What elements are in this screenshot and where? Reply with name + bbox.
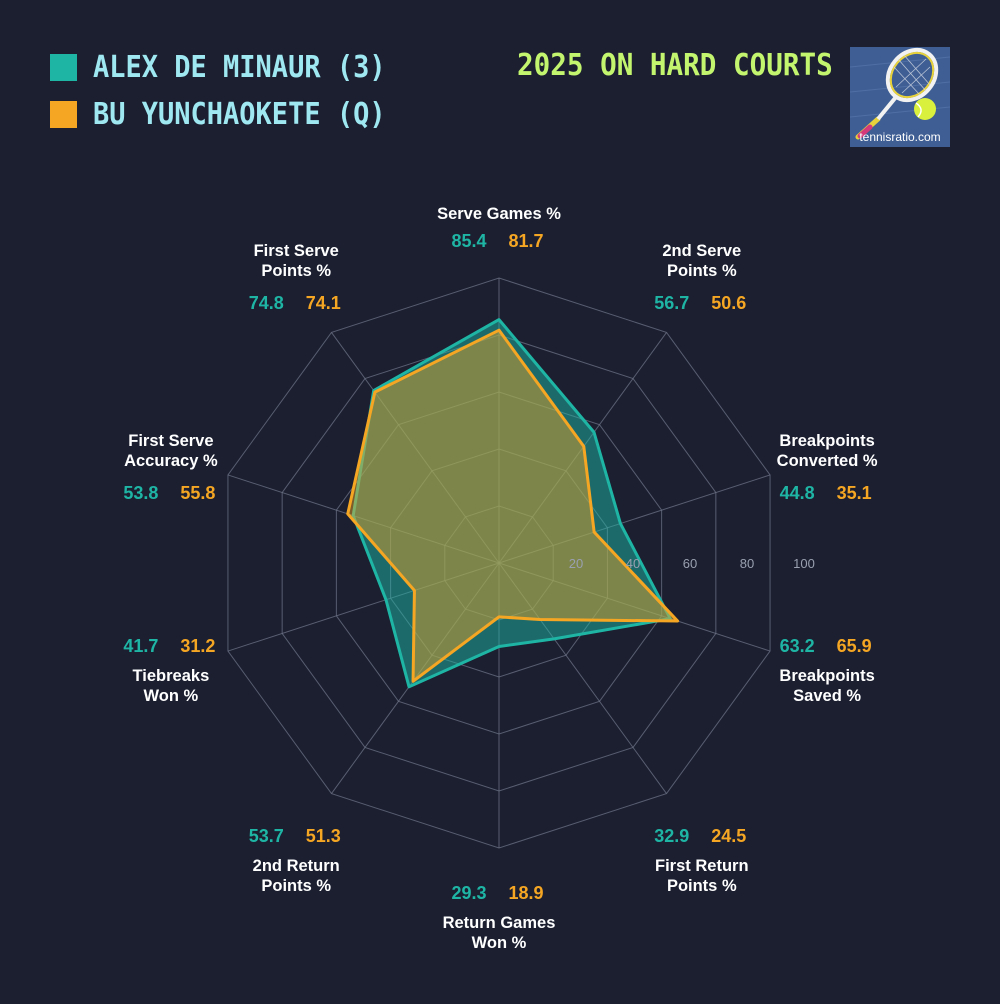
- radar-labels: 20 40 60 80 100 Serve Games % 85.4 81.7 2nd Serv…: [123, 205, 878, 952]
- chart-subtitle: 2025 ON HARD COURTS: [517, 48, 833, 83]
- value-label-player2: 81.7: [508, 231, 543, 251]
- axis-label: Accuracy %: [124, 452, 218, 470]
- axis-label: 2nd Return: [253, 857, 340, 875]
- axis-label: Won %: [472, 934, 527, 952]
- tennisratio-logo: tennisratio.com: [850, 47, 950, 147]
- tick-label: 80: [740, 556, 754, 571]
- value-label-player1: 32.9: [654, 826, 689, 846]
- value-label-player1: 85.4: [451, 231, 486, 251]
- radar-series: [346, 318, 680, 689]
- series-polygon-1: [351, 318, 672, 689]
- value-label-player1: 44.8: [780, 483, 815, 503]
- tick-label: 20: [569, 556, 583, 571]
- axis-label: Won %: [144, 687, 199, 705]
- value-label-player2: 65.9: [837, 636, 872, 656]
- axis-label: Serve Games %: [437, 205, 561, 223]
- value-label-player2: 31.2: [180, 636, 215, 656]
- axis-label: Points %: [261, 877, 331, 895]
- axis-label: First Return: [655, 857, 749, 875]
- tick-label: 100: [793, 556, 815, 571]
- axis-label: Breakpoints: [779, 667, 874, 685]
- legend-swatch-player1: [50, 54, 77, 81]
- value-label-player2: 51.3: [306, 826, 341, 846]
- value-label-player2: 50.6: [711, 293, 746, 313]
- value-label-player1: 53.8: [123, 483, 158, 503]
- value-label-player2: 74.1: [306, 293, 341, 313]
- legend-item-player2: BU YUNCHAOKETE (Q): [50, 97, 418, 132]
- tick-label: 60: [683, 556, 697, 571]
- value-label-player1: 74.8: [249, 293, 284, 313]
- value-label-player2: 24.5: [711, 826, 746, 846]
- value-label-player2: 35.1: [837, 483, 872, 503]
- axis-label: Points %: [667, 877, 737, 895]
- series-polygon-2: [346, 328, 680, 683]
- value-label-player2: 18.9: [508, 883, 543, 903]
- value-label-player1: 56.7: [654, 293, 689, 313]
- axis-label: Saved %: [793, 687, 861, 705]
- axis-label: Points %: [667, 262, 737, 280]
- legend-label-player2: BU YUNCHAOKETE (Q): [93, 97, 386, 132]
- axis-label: First Serve: [128, 432, 213, 450]
- legend-label-player1: ALEX DE MINAUR (3): [93, 50, 386, 85]
- value-label-player2: 55.8: [180, 483, 215, 503]
- logo-text: tennisratio.com: [859, 130, 941, 144]
- axis-label: Return Games: [443, 914, 556, 932]
- value-label-player1: 29.3: [451, 883, 486, 903]
- value-label-player1: 53.7: [249, 826, 284, 846]
- tick-label: 40: [626, 556, 640, 571]
- axis-label: First Serve: [254, 242, 339, 260]
- axis-label: Converted %: [777, 452, 878, 470]
- axis-label: 2nd Serve: [662, 242, 741, 260]
- legend-item-player1: ALEX DE MINAUR (3): [50, 50, 418, 85]
- value-label-player1: 41.7: [123, 636, 158, 656]
- legend-swatch-player2: [50, 101, 77, 128]
- value-label-player1: 63.2: [780, 636, 815, 656]
- axis-label: Points %: [261, 262, 331, 280]
- axis-label: Breakpoints: [779, 432, 874, 450]
- axis-label: Tiebreaks: [133, 667, 210, 685]
- tennis-racket-ball-icon: [850, 47, 950, 147]
